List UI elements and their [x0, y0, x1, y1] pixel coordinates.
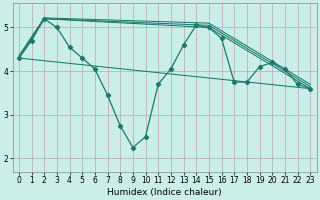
X-axis label: Humidex (Indice chaleur): Humidex (Indice chaleur): [107, 188, 222, 197]
